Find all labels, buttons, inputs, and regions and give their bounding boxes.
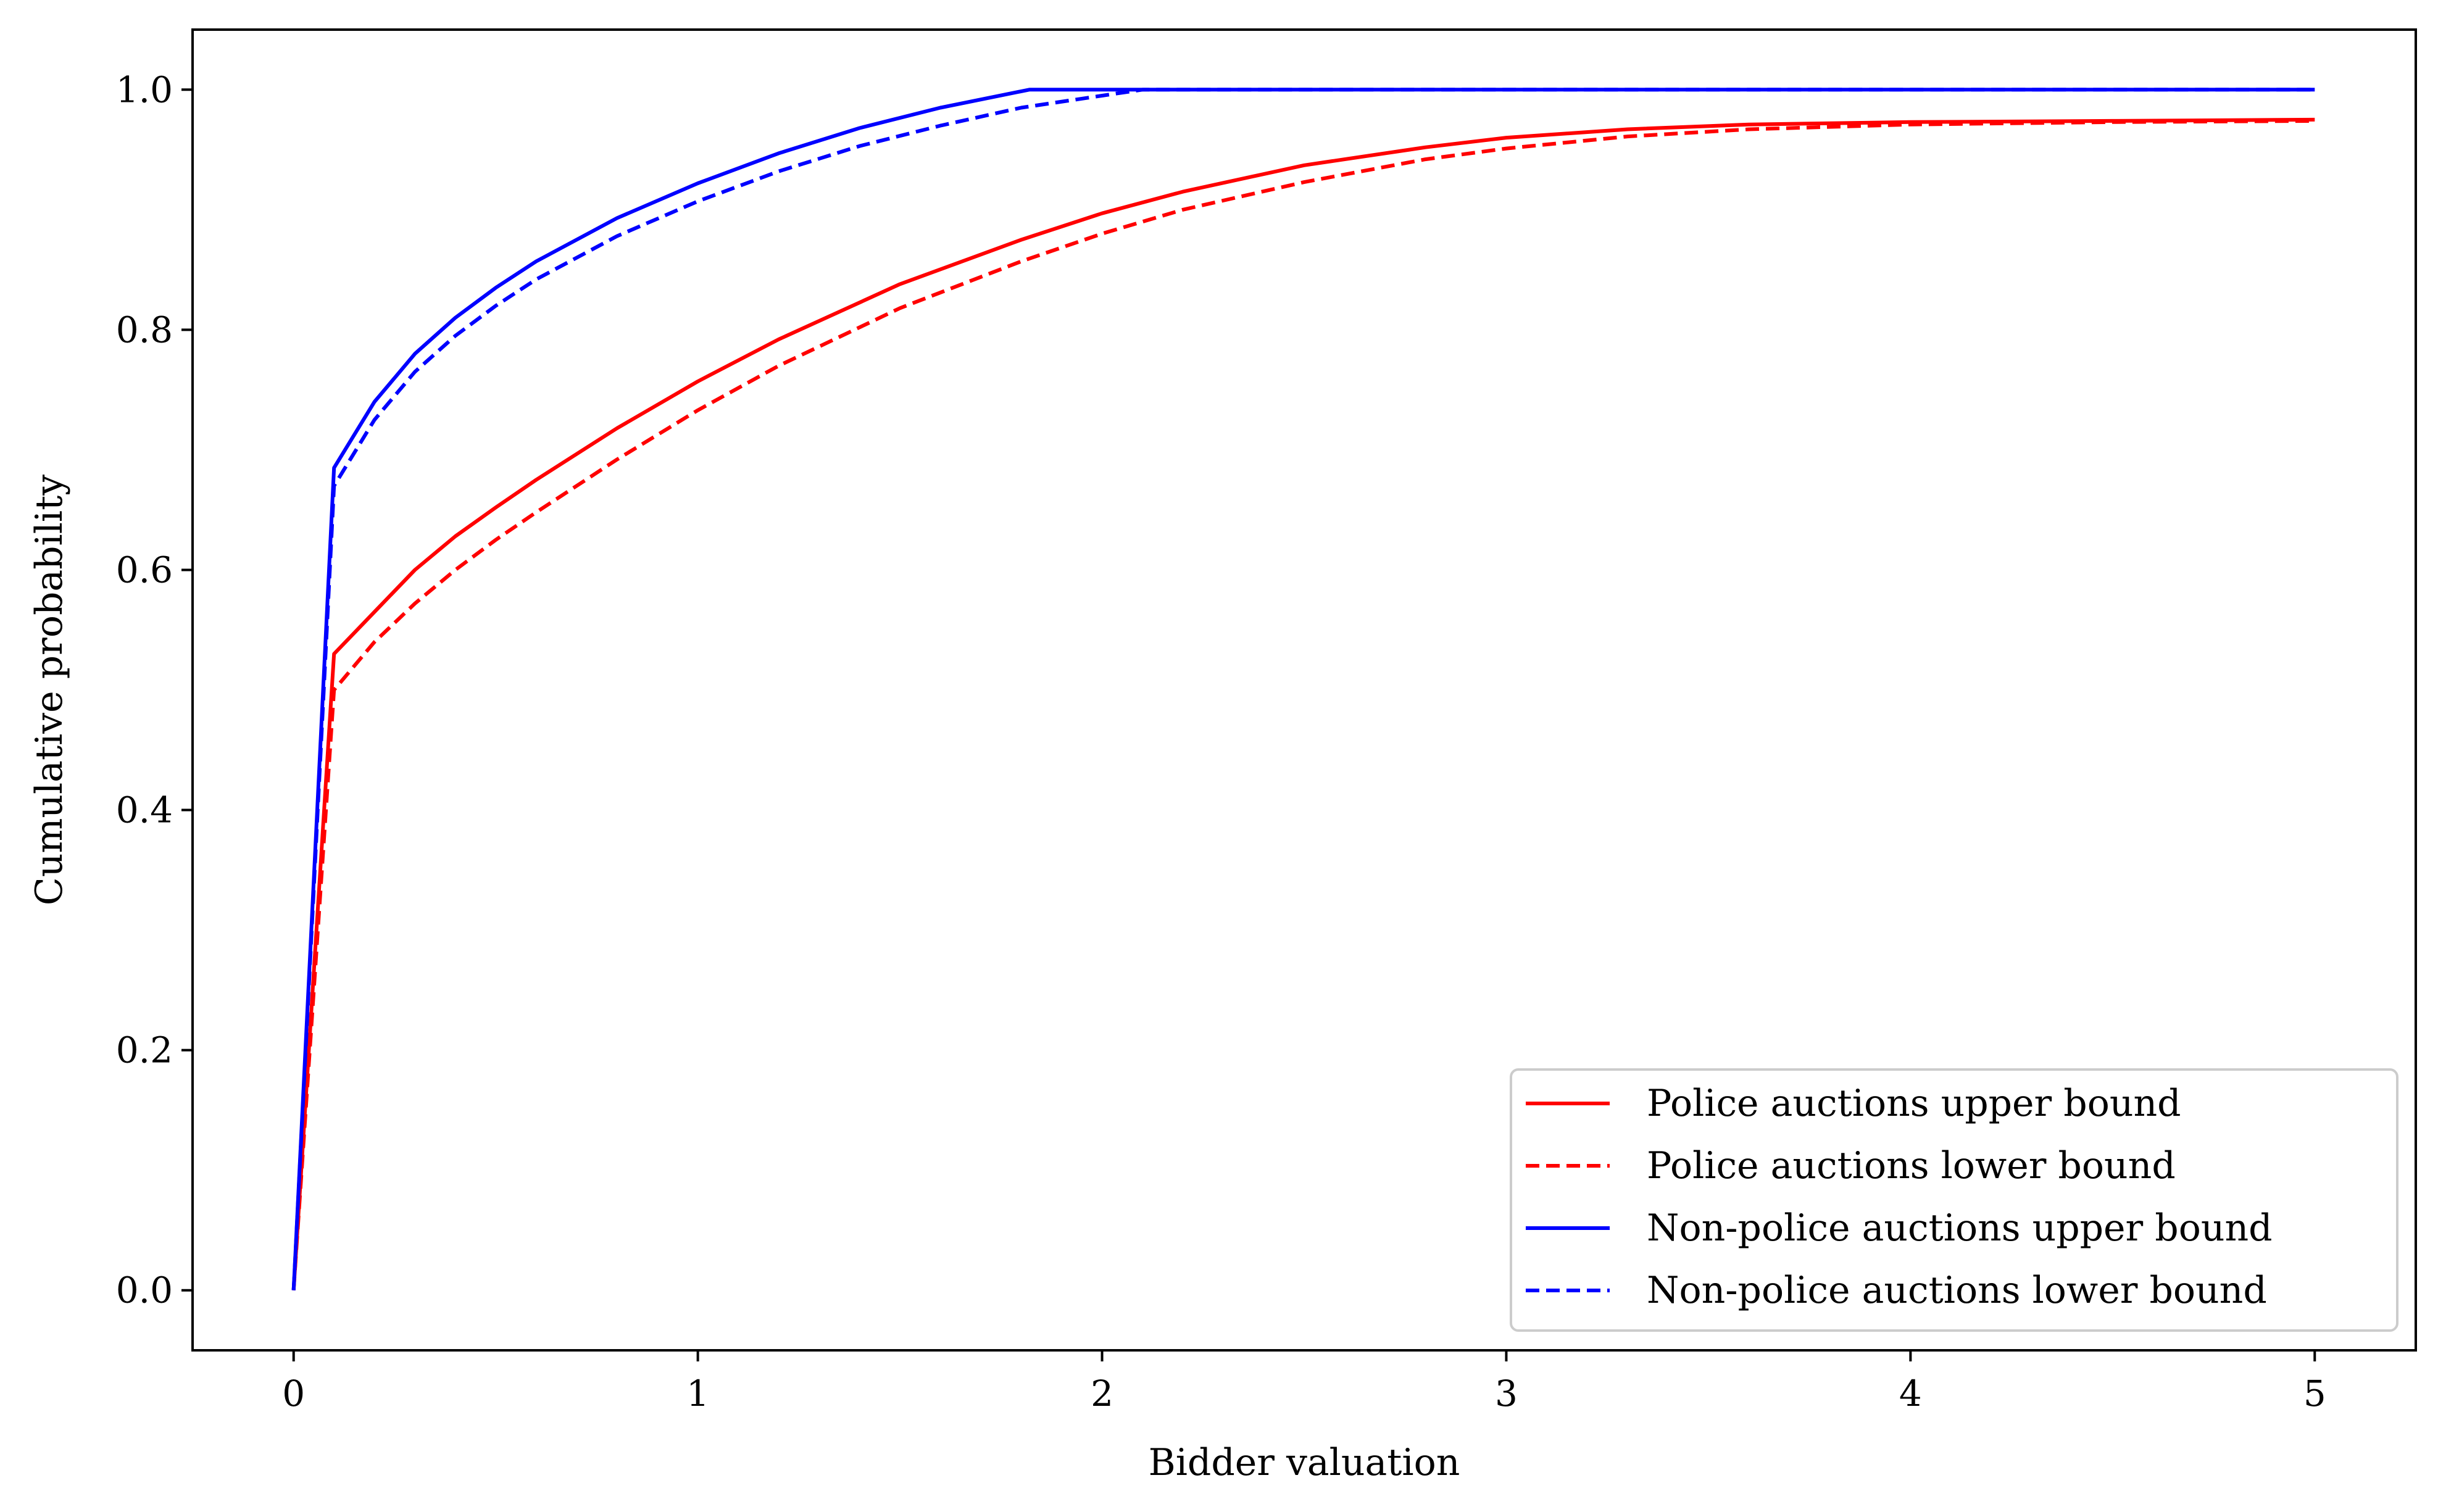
legend: Police auctions upper bound Police auctio… bbox=[1510, 1068, 2398, 1332]
x-tick-label: 3 bbox=[1495, 1373, 1518, 1414]
x-tick-label: 1 bbox=[686, 1373, 709, 1414]
legend-box bbox=[1510, 1068, 2398, 1332]
x-tick-label: 5 bbox=[2303, 1373, 2326, 1414]
x-tick-label: 0 bbox=[282, 1373, 305, 1414]
series-line-0 bbox=[291, 117, 2315, 1290]
y-tick-label: 0.6 bbox=[116, 549, 173, 591]
y-tick-label: 0.4 bbox=[116, 789, 173, 831]
x-ticks: 0 1 2 3 4 5 bbox=[282, 1350, 2326, 1414]
y-tick-label: 0.8 bbox=[116, 309, 173, 351]
x-tick-label: 4 bbox=[1899, 1373, 1922, 1414]
y-tick-label: 0.2 bbox=[116, 1029, 173, 1071]
legend-label-1: Police auctions lower bound bbox=[1647, 1144, 2176, 1187]
x-axis-label: Bidder valuation bbox=[1149, 1441, 1460, 1484]
plot-frame bbox=[191, 28, 2417, 1352]
legend-label-2: Non-police auctions upper bound bbox=[1647, 1207, 2273, 1250]
series-line-1 bbox=[291, 118, 2315, 1290]
legend-items: Police auctions upper bound Police auctio… bbox=[1526, 1082, 2273, 1312]
legend-label-3: Non-police auctions lower bound bbox=[1647, 1269, 2267, 1312]
y-axis-label: Cumulative probability bbox=[28, 475, 71, 905]
y-tick-label: 1.0 bbox=[116, 69, 173, 110]
series-layer bbox=[291, 88, 2315, 1290]
x-tick-label: 2 bbox=[1091, 1373, 1113, 1414]
y-ticks: 0.0 0.2 0.4 0.6 0.8 1.0 bbox=[116, 69, 193, 1311]
series-line-2 bbox=[291, 88, 2315, 1290]
legend-label-0: Police auctions upper bound bbox=[1647, 1082, 2181, 1125]
series-line-3 bbox=[291, 88, 2315, 1290]
y-tick-label: 0.0 bbox=[116, 1269, 173, 1311]
